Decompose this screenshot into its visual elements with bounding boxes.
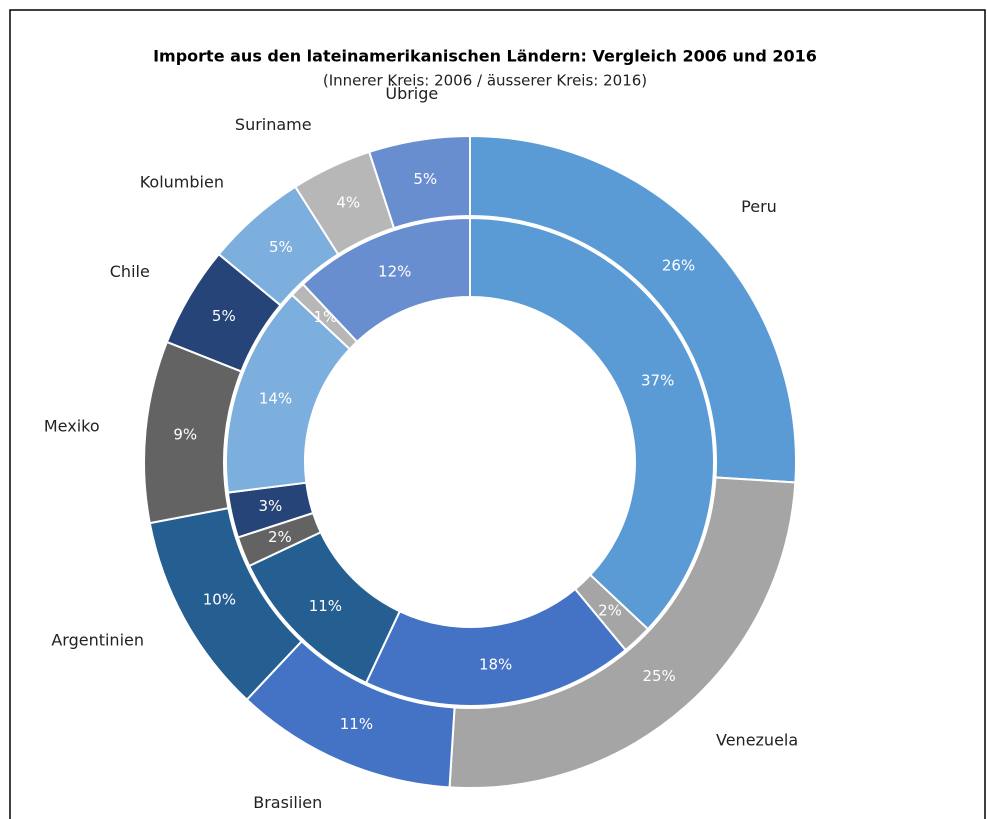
data-label: 11% — [340, 715, 373, 733]
data-label: 4% — [336, 194, 360, 212]
data-label: 3% — [259, 497, 283, 515]
data-label: 11% — [309, 597, 342, 615]
data-label: 14% — [259, 389, 292, 407]
data-label: 37% — [641, 371, 674, 389]
category-label: Mexiko — [44, 416, 100, 435]
category-label: Peru — [741, 197, 777, 216]
chart-title: Importe aus den lateinamerikanischen Län… — [153, 47, 817, 66]
category-label: Übrige — [385, 84, 438, 103]
category-label: Brasilien — [253, 793, 322, 812]
category-label: Argentinien — [51, 631, 144, 650]
doughnut-segment — [469, 216, 715, 631]
data-label: 9% — [173, 426, 197, 444]
doughnut-segment — [301, 216, 471, 344]
data-label: 5% — [413, 170, 437, 188]
data-label: 5% — [269, 238, 293, 256]
data-label: 12% — [378, 262, 411, 280]
data-label: 2% — [268, 528, 292, 546]
category-label: Kolumbien — [140, 172, 224, 191]
data-label: 10% — [203, 590, 236, 608]
frame — [9, 9, 986, 819]
category-label: Suriname — [235, 115, 312, 134]
doughnut-segment — [448, 476, 797, 789]
category-label: Venezuela — [716, 731, 798, 750]
category-label: Chile — [110, 262, 150, 281]
data-label: 25% — [642, 667, 675, 685]
chart-subtitle: (Innerer Kreis: 2006 / äusserer Kreis: 2… — [323, 72, 647, 90]
data-label: 2% — [598, 602, 622, 620]
data-label: 5% — [212, 307, 236, 325]
data-label: 18% — [479, 655, 512, 673]
doughnut-segment — [469, 134, 797, 484]
doughnut-segment — [367, 134, 471, 230]
data-label: 26% — [662, 257, 695, 275]
